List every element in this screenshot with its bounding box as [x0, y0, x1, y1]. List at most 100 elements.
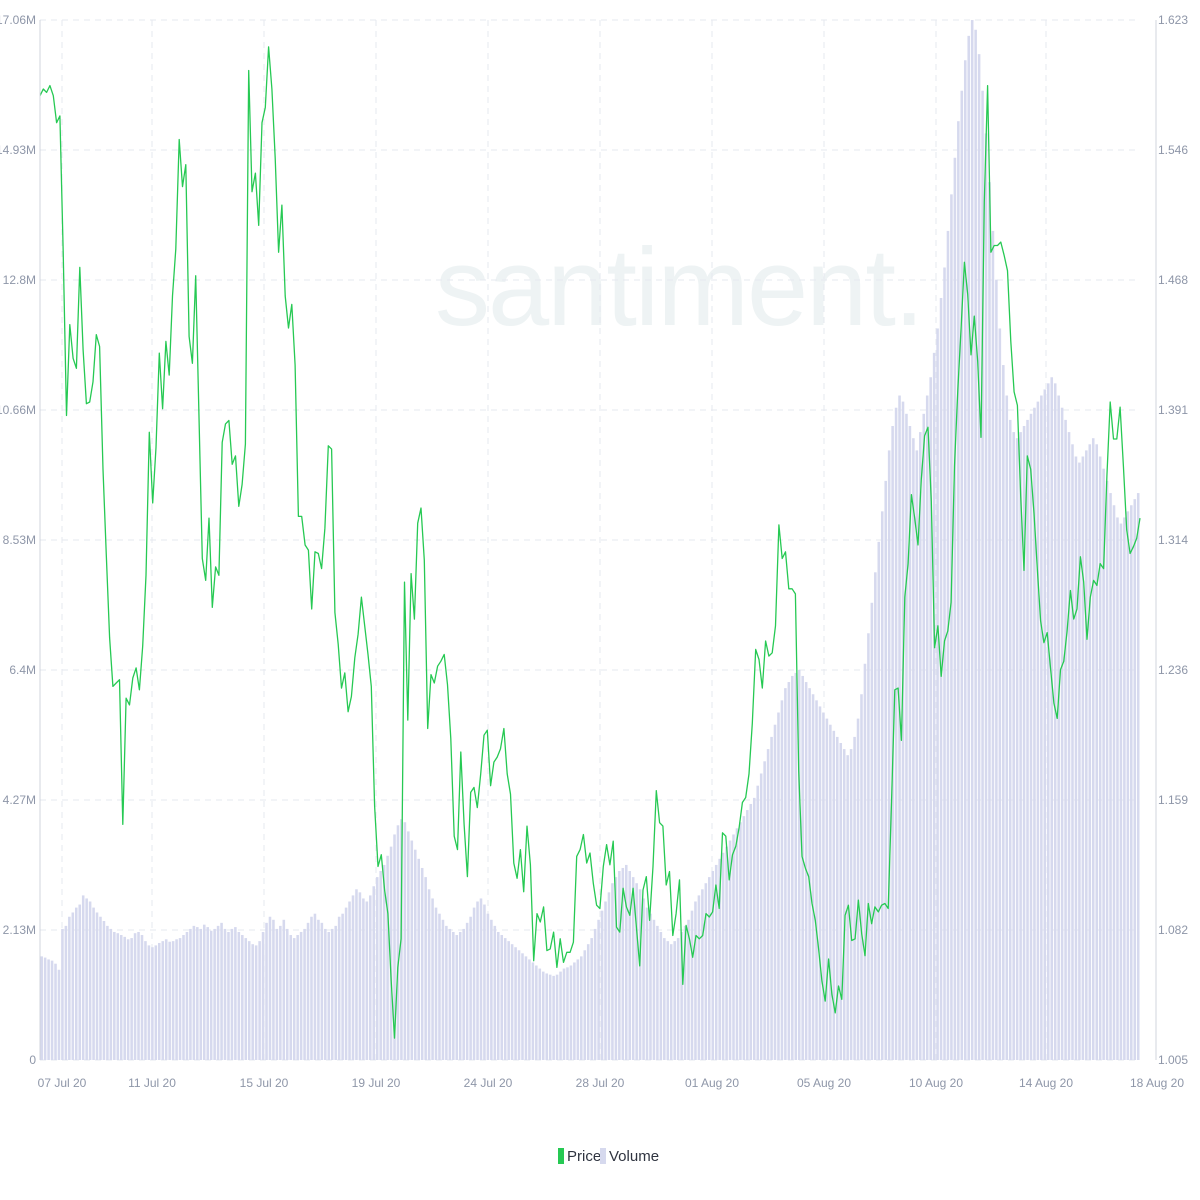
volume-bar	[230, 928, 234, 1060]
volume-bar	[455, 935, 459, 1060]
volume-bar	[974, 29, 977, 1061]
volume-bar	[905, 413, 908, 1061]
volume-bar	[379, 871, 382, 1060]
volume-bar	[431, 898, 434, 1060]
volume-bar	[524, 956, 528, 1060]
left-tick-label: 10.66M	[0, 403, 36, 417]
volume-bar	[109, 928, 113, 1060]
volume-bar	[984, 133, 988, 1060]
volume-bar	[43, 957, 47, 1060]
volume-bar	[586, 944, 590, 1060]
santiment-watermark: santiment.	[435, 226, 922, 349]
volume-bar	[386, 855, 389, 1060]
volume-bar	[445, 925, 448, 1060]
volume-bar	[725, 846, 728, 1060]
volume-bar	[1119, 523, 1123, 1060]
volume-bar	[1078, 462, 1081, 1061]
right-y-axis: 1.005 1.082 1.159 1.236 1.314 1.391 1.468 1.546…	[1155, 13, 1188, 1067]
volume-bar	[123, 936, 126, 1060]
volume-bar	[92, 907, 95, 1060]
volume-bar	[303, 928, 306, 1060]
legend: Price Volume	[558, 1148, 659, 1165]
volume-bar	[898, 395, 901, 1060]
volume-bar	[711, 871, 715, 1060]
volume-bar	[334, 925, 337, 1060]
volume-bar	[988, 182, 991, 1060]
legend-price-label: Price	[567, 1148, 601, 1165]
volume-bar	[580, 956, 583, 1060]
right-tick-label: 1.082	[1158, 923, 1188, 937]
volume-bar	[434, 907, 438, 1060]
volume-bar	[981, 90, 984, 1060]
volume-bar	[593, 928, 597, 1060]
volume-bar	[438, 913, 441, 1060]
volume-bar	[797, 669, 801, 1060]
volume-bar	[991, 230, 995, 1060]
volume-bar	[1033, 407, 1036, 1060]
volume-bar	[282, 919, 286, 1060]
volume-bar	[1095, 444, 1098, 1060]
volume-bar	[355, 889, 358, 1060]
volume-bar	[310, 916, 313, 1060]
volume-bar	[1091, 438, 1095, 1061]
volume-bar	[417, 858, 421, 1060]
volume-bar	[853, 736, 856, 1060]
volume-bar	[1112, 505, 1116, 1060]
volume-bar	[1085, 450, 1088, 1061]
volume-bar	[656, 925, 659, 1060]
volume-bar	[382, 864, 386, 1060]
volume-bar	[555, 974, 559, 1060]
volume-bar	[348, 901, 351, 1060]
volume-bar	[227, 931, 230, 1060]
volume-bar	[645, 907, 649, 1060]
volume-bar	[462, 928, 465, 1060]
volume-bar	[1109, 493, 1112, 1060]
volume-bar	[469, 916, 472, 1060]
volume-bar	[669, 944, 673, 1060]
volume-bar	[133, 933, 137, 1060]
volume-bar	[40, 956, 43, 1060]
legend-item-price[interactable]: Price	[558, 1148, 601, 1165]
volume-bar	[78, 904, 82, 1060]
x-tick-label: 24 Jul 20	[464, 1076, 513, 1090]
volume-bar	[697, 895, 701, 1060]
volume-bar	[912, 438, 915, 1061]
volume-bar	[548, 974, 552, 1060]
volume-bar	[922, 413, 926, 1061]
volume-bar	[137, 931, 140, 1060]
volume-bar	[279, 925, 282, 1060]
x-axis: 07 Jul 20 11 Jul 20 15 Jul 20 19 Jul 20 24 J…	[38, 1076, 1185, 1090]
volume-bar	[1088, 444, 1092, 1060]
volume-bar	[1133, 499, 1137, 1061]
volume-bar	[784, 688, 787, 1060]
volume-bar	[787, 682, 791, 1060]
volume-bar	[1015, 438, 1019, 1061]
volume-bar	[746, 810, 749, 1060]
volume-bar	[773, 724, 777, 1060]
volume-bar	[998, 328, 1002, 1060]
volume-bar	[247, 941, 251, 1060]
volume-bar	[182, 935, 185, 1060]
volume-bar	[413, 849, 417, 1060]
volume-bar	[202, 924, 206, 1060]
volume-bar	[860, 694, 863, 1060]
volume-bar	[479, 898, 483, 1060]
volume-bar	[1036, 401, 1040, 1061]
volume-bar	[970, 20, 974, 1060]
volume-bar	[237, 931, 241, 1060]
volume-bar	[1064, 419, 1067, 1060]
volume-bar	[158, 942, 161, 1060]
volume-bar	[701, 889, 704, 1060]
legend-item-volume[interactable]: Volume	[600, 1148, 659, 1165]
volume-bar	[1126, 511, 1130, 1061]
volume-bar	[597, 919, 600, 1060]
volume-bar	[389, 846, 393, 1060]
volume-bar	[801, 675, 804, 1060]
volume-bar	[154, 945, 158, 1060]
right-tick-label: 1.314	[1158, 533, 1188, 547]
volume-bar	[735, 828, 739, 1060]
volume-bar	[472, 907, 476, 1060]
volume-bar	[535, 965, 538, 1060]
volume-bar	[977, 54, 981, 1061]
volume-bar	[313, 913, 317, 1060]
